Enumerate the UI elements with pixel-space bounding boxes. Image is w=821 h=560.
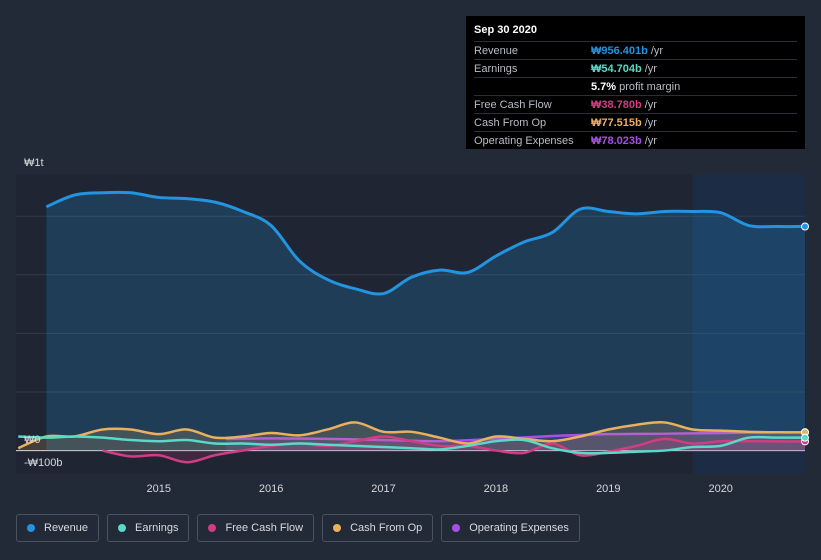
legend-item-earnings[interactable]: Earnings (107, 514, 190, 542)
legend-label: Operating Expenses (469, 522, 569, 534)
y-tick-label: -₩100b (24, 457, 63, 469)
y-tick-label: ₩1t (24, 157, 44, 169)
tooltip-value: ₩78.023b (591, 134, 642, 147)
tooltip-label: Cash From Op (474, 116, 547, 129)
legend-label: Revenue (44, 522, 89, 534)
legend-label: Free Cash Flow (225, 522, 304, 534)
data-tooltip: Sep 30 2020 Revenue ₩956.401b/yr Earnings ₩… (466, 16, 805, 149)
tooltip-value: ₩38.780b (591, 98, 642, 111)
tooltip-value: 5.7% (591, 80, 617, 93)
x-tick-label: 2017 (371, 483, 395, 495)
tooltip-date: Sep 30 2020 (474, 24, 537, 36)
operating-expenses-line (226, 430, 806, 443)
revenue-end-marker (801, 222, 809, 231)
legend-item-revenue[interactable]: Revenue (16, 514, 100, 542)
tooltip-row: 5.7% profit margin (474, 77, 797, 95)
tooltip-unit: /yr (644, 98, 657, 111)
legend-item-cash-from-op[interactable]: Cash From Op (322, 514, 434, 542)
tooltip-value: ₩956.401b (591, 44, 648, 57)
past-year-highlight (692, 174, 805, 474)
legend-item-free-cash-flow[interactable]: Free Cash Flow (197, 514, 315, 542)
tooltip-label: Free Cash Flow (474, 98, 552, 111)
tooltip-value: ₩54.704b (591, 62, 642, 75)
tooltip-value: ₩77.515b (591, 116, 642, 129)
revenue-area (46, 192, 806, 451)
tooltip-row: Operating Expenses ₩78.023b/yr (474, 131, 797, 149)
tooltip-unit: /yr (644, 116, 657, 129)
legend: Revenue Earnings Free Cash Flow Cash From O… (16, 514, 580, 542)
legend-label: Cash From Op (350, 522, 423, 534)
y-tick-label: ₩0 (24, 434, 41, 446)
tooltip-unit: /yr (644, 134, 657, 147)
end-markers (801, 222, 809, 446)
earnings-end-marker (801, 433, 809, 442)
legend-item-operating-expenses[interactable]: Operating Expenses (441, 514, 580, 542)
legend-dot-icon (27, 524, 35, 532)
series-layer (17, 190, 806, 464)
tooltip-unit: /yr (644, 62, 657, 75)
free-cash-flow-area (102, 436, 806, 463)
tooltip-rows: Revenue ₩956.401b/yr Earnings ₩54.704b/yr 5.… (474, 41, 797, 149)
legend-dot-icon (208, 524, 217, 532)
tooltip-unit: profit margin (619, 80, 681, 93)
tooltip-row: Free Cash Flow ₩38.780b/yr (474, 95, 797, 113)
x-tick-label: 2018 (484, 483, 508, 495)
tooltip-row: Cash From Op ₩77.515b/yr (474, 113, 797, 131)
x-tick-label: 2019 (596, 483, 620, 495)
chart: ₩1t ₩0 -₩100b 2015 2016 2017 2018 2019 2020 (16, 157, 809, 495)
legend-dot-icon (118, 524, 127, 532)
tooltip-label: Operating Expenses (474, 134, 574, 147)
tooltip-row: Revenue ₩956.401b/yr (474, 41, 797, 59)
tooltip-row: Earnings ₩54.704b/yr (474, 59, 797, 77)
free-cash-flow-line (102, 435, 806, 464)
earnings-line (18, 435, 805, 455)
x-axis: 2015 2016 2017 2018 2019 2020 (146, 483, 732, 495)
tooltip-unit: /yr (650, 44, 664, 57)
tooltip-label: Revenue (474, 44, 519, 57)
revenue-line (45, 190, 806, 296)
x-tick-label: 2015 (146, 483, 170, 495)
tooltip-label: Earnings (474, 62, 518, 75)
legend-dot-icon (333, 524, 342, 532)
x-tick-label: 2016 (259, 483, 283, 495)
legend-label: Earnings (135, 522, 179, 534)
legend-dot-icon (452, 524, 461, 532)
cash-from-op-line (17, 421, 806, 450)
y-axis: ₩1t ₩0 -₩100b (24, 157, 63, 469)
x-tick-label: 2020 (708, 483, 732, 495)
